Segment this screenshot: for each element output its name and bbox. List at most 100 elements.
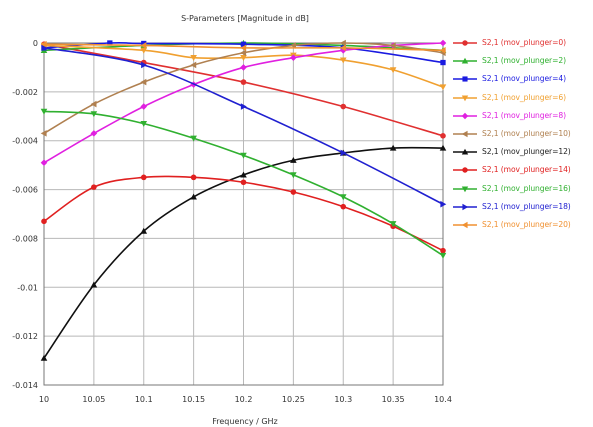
y-tick-label: -0.006: [12, 186, 38, 195]
series-line: [41, 174, 446, 254]
legend-label: S2,1 (mov_plunger=2): [482, 56, 566, 66]
legend-label: S2,1 (mov_plunger=4): [482, 74, 566, 84]
series-line: [41, 44, 447, 208]
data-point: [240, 152, 247, 159]
data-point: [340, 103, 347, 110]
plot-axes: 10 10.05 10.1 10.15 10.2 10.25 10.3 10.35 10.4 0 -…: [12, 39, 452, 404]
x-tick-label: 10.1: [135, 395, 153, 404]
data-point: [140, 47, 148, 54]
data-point: [90, 130, 98, 137]
data-point: [240, 79, 247, 85]
chart-legend: S2,1 (mov_plunger=0) S2,1 (mov_plunger=2)…: [452, 36, 590, 236]
data-point: [190, 61, 197, 69]
data-point: [439, 144, 447, 151]
data-point: [140, 103, 148, 110]
data-point: [439, 39, 447, 47]
series-line: [40, 144, 447, 361]
legend-item: S2,1 (mov_plunger=12): [452, 145, 590, 163]
legend-item: S2,1 (mov_plunger=6): [452, 91, 590, 109]
data-point: [140, 227, 148, 234]
legend-label: S2,1 (mov_plunger=0): [482, 38, 566, 47]
series-curve: [43, 146, 444, 359]
data-point: [339, 39, 346, 47]
data-point: [140, 120, 148, 127]
legend-label: S2,1 (mov_plunger=14): [482, 165, 571, 175]
data-point: [140, 78, 147, 86]
data-point: [140, 174, 147, 181]
data-point: [389, 42, 396, 49]
chart-title: S-Parameters [Magnitude in dB]: [181, 14, 309, 23]
legend-swatch: [453, 95, 477, 101]
data-point: [440, 247, 446, 254]
data-point: [389, 67, 397, 74]
series-line: [40, 39, 446, 137]
data-point: [190, 174, 197, 181]
legend-item: S2,1 (mov_plunger=16): [452, 182, 590, 200]
data-point: [90, 100, 97, 108]
legend-label: S2,1 (mov_plunger=20): [482, 219, 571, 229]
data-point: [141, 61, 148, 69]
data-point: [40, 130, 47, 137]
data-point: [439, 252, 447, 259]
x-axis-label: Frequency / GHz: [212, 417, 278, 426]
data-point: [140, 42, 147, 49]
data-point: [339, 44, 346, 52]
legend-swatch: [453, 185, 477, 192]
data-point: [439, 84, 447, 91]
series-line: [40, 108, 447, 259]
data-point: [290, 172, 297, 179]
legend-swatch: [453, 130, 477, 138]
data-point: [240, 179, 247, 186]
data-point: [41, 44, 48, 52]
y-tick-label: -0.014: [12, 381, 38, 390]
x-tick-label: 10.2: [235, 395, 253, 404]
legend-item: S2,1 (mov_plunger=0): [452, 36, 590, 54]
x-tick-label: 10.35: [382, 395, 405, 404]
legend-label: S2,1 (mov_plunger=18): [482, 201, 571, 211]
data-point: [240, 49, 247, 57]
series-line: [40, 40, 446, 54]
legend-item: S2,1 (mov_plunger=10): [452, 127, 590, 145]
data-point: [290, 54, 297, 61]
data-point: [440, 133, 446, 139]
y-tick-label: -0.004: [12, 137, 38, 146]
y-tick-label: -0.008: [12, 234, 38, 243]
data-point: [107, 40, 113, 46]
legend-swatch: [453, 76, 477, 82]
data-point: [340, 149, 347, 157]
legend-swatch: [453, 40, 477, 46]
x-tick-label: 10: [39, 395, 49, 404]
data-point: [40, 40, 47, 48]
series-line: [40, 42, 447, 91]
data-point: [440, 200, 447, 208]
data-point: [240, 64, 247, 71]
x-tick-label: 10.4: [434, 395, 452, 404]
data-point: [439, 47, 446, 54]
data-point: [91, 184, 97, 190]
y-tick-label: -0.01: [17, 283, 38, 292]
plot-grid: [43, 42, 444, 386]
data-point: [40, 354, 48, 361]
legend-swatch: [453, 57, 477, 64]
data-point: [240, 171, 247, 178]
data-point: [240, 103, 247, 110]
y-tick-label: 0: [33, 39, 38, 48]
data-point: [290, 156, 297, 163]
legend-label: S2,1 (mov_plunger=10): [482, 128, 571, 138]
legend-label: S2,1 (mov_plunger=6): [482, 92, 566, 102]
x-tick-label: 10.3: [334, 395, 352, 404]
data-point: [90, 281, 98, 288]
legend-item: S2,1 (mov_plunger=20): [452, 218, 590, 236]
legend-item: S2,1 (mov_plunger=8): [452, 109, 590, 127]
data-point: [190, 135, 197, 142]
legend-swatch: [453, 221, 477, 229]
data-point: [440, 59, 446, 66]
legend-swatch: [453, 203, 477, 210]
legend-label: S2,1 (mov_plunger=16): [482, 183, 571, 193]
legend-item: S2,1 (mov_plunger=18): [452, 200, 590, 218]
y-tick-label: -0.012: [12, 332, 38, 341]
data-point: [389, 144, 397, 151]
data-point: [240, 55, 247, 61]
x-tick-label: 10.15: [182, 395, 205, 404]
